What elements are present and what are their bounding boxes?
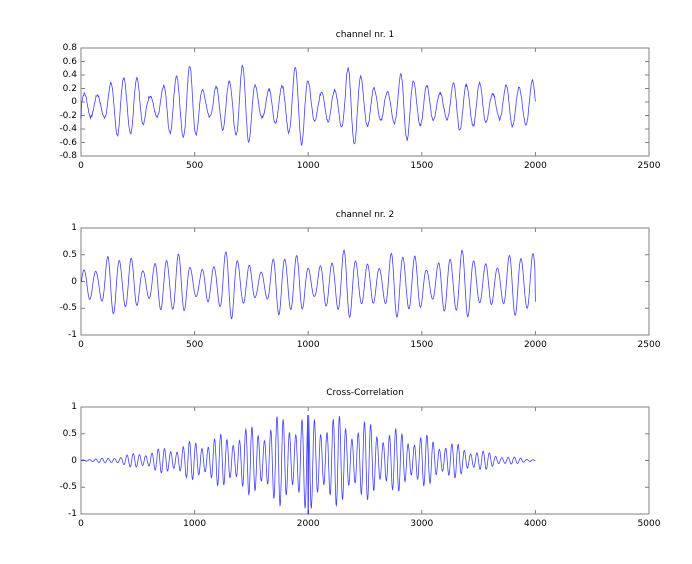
x-tick-label: 3000 bbox=[410, 519, 434, 529]
y-tick-label: 0 bbox=[71, 455, 77, 466]
y-tick-label: -0.5 bbox=[59, 303, 77, 314]
y-tick-label: -0.4 bbox=[59, 124, 77, 134]
y-tick-label: 0 bbox=[71, 97, 77, 107]
y-tick-label: 1 bbox=[71, 223, 77, 233]
x-tick-label: 2000 bbox=[523, 161, 547, 171]
x-tick-label: 2000 bbox=[523, 340, 547, 350]
y-tick-label: 0.4 bbox=[62, 70, 77, 80]
x-tick-label: 5000 bbox=[637, 519, 661, 529]
y-tick-label: 0.2 bbox=[62, 83, 77, 94]
x-tick-label: 500 bbox=[186, 161, 204, 171]
x-tick-label: 1000 bbox=[183, 519, 207, 529]
y-tick-label: -0.6 bbox=[59, 137, 77, 148]
y-tick-label: -1 bbox=[68, 509, 77, 519]
signal-line bbox=[80, 64, 536, 146]
x-tick-label: 2500 bbox=[637, 340, 661, 350]
y-tick-label: 1 bbox=[71, 402, 77, 412]
x-tick-label: 0 bbox=[78, 161, 84, 171]
y-tick-label: -0.8 bbox=[59, 151, 77, 161]
x-tick-label: 0 bbox=[78, 519, 84, 529]
x-tick-label: 1000 bbox=[296, 340, 320, 350]
channel-2-title: channel nr. 2 bbox=[335, 210, 395, 220]
x-tick-label: 500 bbox=[186, 340, 204, 350]
signal-line bbox=[80, 414, 536, 515]
signal-line bbox=[80, 249, 536, 320]
x-tick-label: 1000 bbox=[296, 161, 320, 171]
y-tick-label: 0.8 bbox=[62, 43, 77, 53]
cross-correlation-title: Cross-Correlation bbox=[326, 388, 404, 398]
x-tick-label: 2000 bbox=[296, 519, 320, 529]
x-tick-label: 0 bbox=[78, 340, 84, 350]
y-tick-label: 0 bbox=[71, 276, 77, 287]
y-tick-label: 0.5 bbox=[62, 428, 77, 439]
x-tick-label: 1500 bbox=[410, 340, 434, 350]
y-tick-label: 0.5 bbox=[62, 249, 77, 260]
x-tick-label: 4000 bbox=[523, 519, 547, 529]
y-tick-label: -0.2 bbox=[59, 110, 77, 121]
x-tick-label: 1500 bbox=[410, 161, 434, 171]
x-tick-label: 2500 bbox=[637, 161, 661, 171]
y-tick-label: 0.6 bbox=[62, 56, 77, 67]
channel-1-title: channel nr. 1 bbox=[335, 30, 395, 40]
y-tick-label: -0.5 bbox=[59, 482, 77, 493]
y-tick-label: -1 bbox=[68, 330, 77, 340]
